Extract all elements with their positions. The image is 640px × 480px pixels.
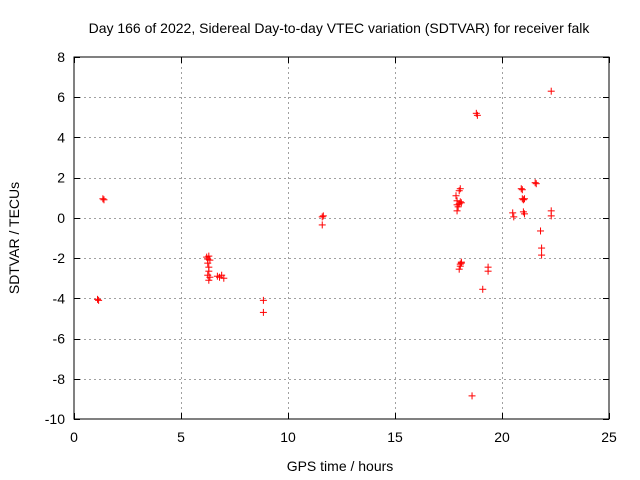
data-point <box>484 267 492 275</box>
grid-lines <box>74 57 609 419</box>
data-point <box>220 274 228 282</box>
data-point <box>455 265 463 273</box>
y-tick-label: 6 <box>57 89 65 105</box>
data-point <box>454 203 462 211</box>
data-point <box>206 256 214 264</box>
data-point <box>519 196 527 204</box>
y-tick-label: -10 <box>45 411 65 427</box>
plot-frame <box>73 56 610 420</box>
data-point <box>479 285 487 293</box>
x-tick-labels: 0 5 10 15 20 25 <box>70 429 617 445</box>
data-point <box>455 200 463 208</box>
data-point <box>259 296 267 304</box>
data-point <box>510 213 518 221</box>
data-point <box>518 186 526 194</box>
x-tick-label: 10 <box>280 429 296 445</box>
data-point <box>473 111 481 119</box>
data-point <box>468 392 476 400</box>
data-point <box>453 207 461 215</box>
y-tick-label: 8 <box>57 49 65 65</box>
data-point <box>205 276 213 284</box>
data-point <box>94 295 102 303</box>
data-point <box>456 185 464 193</box>
data-point <box>509 209 517 217</box>
y-tick-label: -6 <box>53 331 66 347</box>
data-point <box>452 192 460 200</box>
x-tick-label: 15 <box>387 429 403 445</box>
y-tick-label: -2 <box>53 250 66 266</box>
y-tick-label: -8 <box>53 371 66 387</box>
data-point <box>532 180 540 188</box>
x-axis-title: GPS time / hours <box>287 458 394 474</box>
data-point <box>205 267 213 275</box>
y-tick-labels: -10 -8 -6 -4 -2 0 2 4 6 8 <box>45 49 65 427</box>
x-tick-label: 20 <box>494 429 510 445</box>
data-point <box>318 221 326 229</box>
data-point <box>547 87 555 95</box>
y-tick-label: 2 <box>57 170 65 186</box>
x-tick-label: 25 <box>601 429 617 445</box>
x-tick-label: 0 <box>70 429 78 445</box>
x-tick-label: 5 <box>177 429 185 445</box>
data-point <box>456 262 464 270</box>
data-point <box>520 210 528 218</box>
y-tick-label: -4 <box>53 290 66 306</box>
data-point <box>206 273 214 281</box>
data-point <box>520 195 528 203</box>
data-points <box>94 87 555 400</box>
data-point <box>547 212 555 220</box>
chart-title: Day 166 of 2022, Sidereal Day-to-day VTE… <box>89 20 591 36</box>
y-axis-title: SDTVAR / TECUs <box>6 182 22 294</box>
data-point <box>537 227 545 235</box>
data-point <box>99 195 107 203</box>
data-point <box>259 308 267 316</box>
data-point <box>538 251 546 259</box>
data-point <box>538 244 546 252</box>
data-point <box>319 212 327 220</box>
data-point <box>457 258 465 266</box>
data-point <box>531 179 539 187</box>
data-point <box>95 296 103 304</box>
data-point <box>517 185 525 193</box>
tick-marks <box>74 57 610 420</box>
data-point <box>318 213 326 221</box>
y-tick-label: 4 <box>57 129 65 145</box>
y-tick-label: 0 <box>57 210 65 226</box>
data-point <box>100 196 108 204</box>
data-point <box>205 252 213 260</box>
